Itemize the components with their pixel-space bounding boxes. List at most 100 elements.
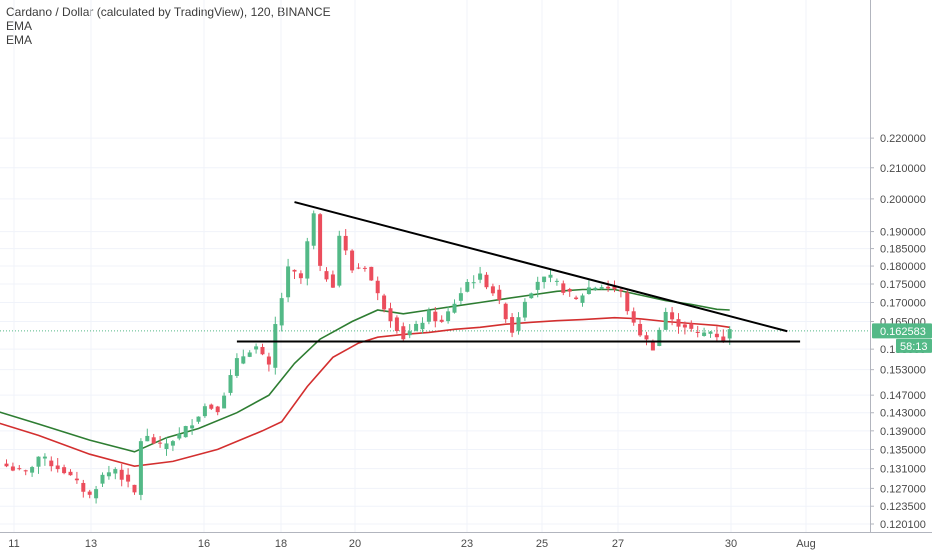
price-tick-label: 0.153000 (880, 365, 926, 377)
candle-body (714, 333, 719, 338)
price-tick-label: 0.120100 (880, 519, 926, 531)
candle-body (30, 467, 35, 473)
candle-body (81, 482, 86, 492)
candle-body (689, 323, 694, 329)
candle-body (510, 317, 515, 333)
candle-body (484, 274, 489, 288)
candle-body (183, 426, 188, 438)
candle-body (721, 336, 726, 342)
candle-body (42, 456, 47, 459)
last-price-badge (872, 323, 932, 339)
price-axis[interactable]: 0.120100 0.123500 0.127000 0.131000 0.135000… (870, 133, 926, 531)
price-axis-bg[interactable] (870, 0, 932, 550)
candle-body (158, 442, 163, 444)
candle-body (618, 289, 623, 292)
last-price-badge-text: 0.162583 (880, 326, 926, 338)
candle-body (362, 267, 367, 269)
candle-body (356, 267, 361, 269)
candle-body (439, 319, 444, 322)
candle-body (74, 478, 79, 481)
candle-body (55, 465, 60, 470)
candle-body (407, 331, 412, 336)
countdown-badge-text: 58:13 (900, 341, 928, 353)
candle-body (100, 474, 105, 484)
price-tick-label: 0.185000 (880, 244, 926, 256)
candle-body (49, 460, 54, 467)
candle-body (631, 311, 636, 323)
candle-body (138, 441, 143, 495)
ema-slow-line (0, 316, 730, 468)
time-tick-label: 27 (612, 538, 624, 550)
candle-body (298, 273, 303, 279)
candle-body (458, 293, 463, 301)
candle-body (17, 468, 22, 470)
candle-body (343, 235, 348, 251)
candle-body (247, 352, 252, 357)
candle-body (375, 280, 380, 294)
price-tick-label: 0.170000 (880, 297, 926, 309)
candle-body (145, 435, 150, 442)
candle-body (446, 311, 451, 322)
time-tick-label: 11 (8, 538, 19, 550)
candle-body (292, 269, 297, 272)
price-tick-label: 0.220000 (880, 133, 926, 145)
candle-body (36, 456, 41, 467)
candle-body (382, 295, 387, 310)
time-tick-label: 13 (85, 538, 97, 550)
time-tick-label: 18 (275, 538, 287, 550)
candle-body (330, 274, 335, 288)
candle-body (657, 329, 662, 346)
price-tick-label: 0.139000 (880, 426, 926, 438)
candle-body (151, 437, 156, 444)
candle-body (644, 335, 649, 340)
candle-body (727, 329, 732, 339)
price-tick-label: 0.180000 (880, 261, 926, 273)
candle-body (279, 298, 284, 326)
candle-body (593, 287, 598, 290)
candle-body (177, 433, 182, 439)
candle-body (119, 469, 124, 480)
candle-body (625, 292, 630, 312)
candle-body (452, 303, 457, 313)
candle-body (394, 317, 399, 332)
ema-legend-2[interactable]: EMA (6, 33, 33, 47)
candle-body (503, 303, 508, 320)
candle-body (702, 332, 707, 336)
candle-body (196, 416, 201, 422)
chart-title: Cardano / Dollar (calculated by TradingV… (6, 5, 331, 19)
chart-legend: Cardano / Dollar (calculated by TradingV… (6, 5, 331, 47)
ema-lines (0, 288, 730, 468)
time-tick-label: 20 (349, 538, 361, 550)
candle-body (548, 274, 553, 278)
candle-body (586, 287, 591, 294)
trendlines[interactable] (236, 201, 801, 343)
time-axis[interactable]: 11 13 16 18 20 23 25 27 30 Aug (8, 538, 816, 550)
candle-body (113, 469, 118, 474)
price-tick-label: 0.200000 (880, 194, 926, 206)
candle-body (708, 331, 713, 334)
price-tick-label: 0.175000 (880, 279, 926, 291)
candle-body (170, 441, 175, 446)
candle-body (260, 346, 265, 355)
candle-body (535, 281, 540, 290)
candle-body (337, 235, 342, 286)
candle-body (126, 474, 131, 482)
resistance-trendline[interactable] (294, 201, 788, 333)
candle-body (606, 286, 611, 289)
price-tick-label: 0.147000 (880, 390, 926, 402)
candle-body (516, 317, 521, 331)
candle-body (202, 406, 207, 417)
candle-body (599, 287, 604, 289)
candle-body (574, 297, 579, 300)
time-tick-label: 16 (198, 538, 210, 550)
candle-body (663, 311, 668, 330)
time-tick-label: 25 (536, 538, 548, 550)
ema-legend-1[interactable]: EMA (6, 19, 33, 33)
candle-body (580, 295, 585, 303)
candle-body (554, 280, 559, 282)
candle-body (132, 484, 137, 493)
candle-body (222, 395, 227, 409)
candle-body (433, 311, 438, 322)
candle-body (311, 213, 316, 246)
